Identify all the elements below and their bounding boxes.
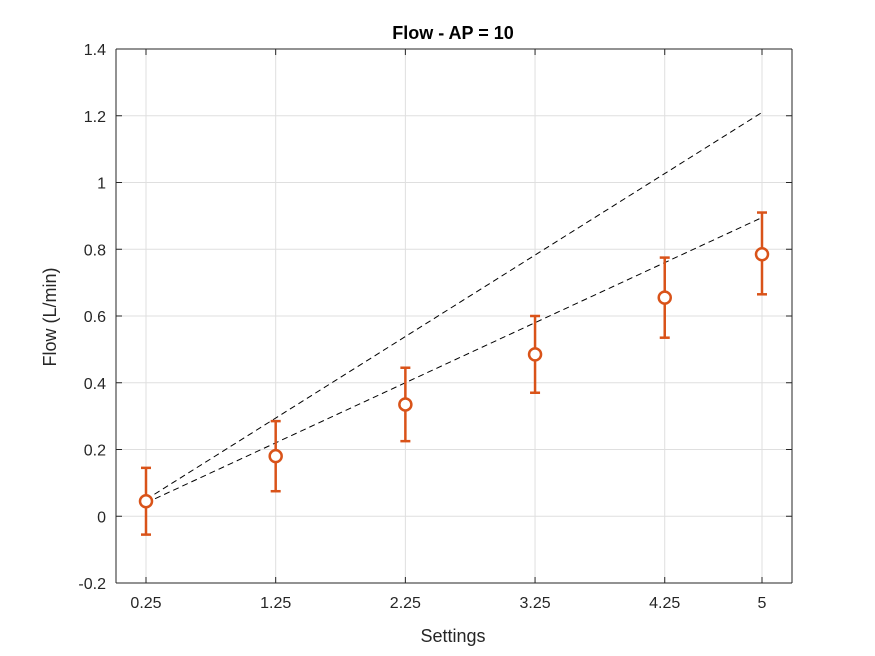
chart-title: Flow - AP = 10: [392, 23, 514, 43]
axes-layer: [115, 48, 793, 584]
y-tick-label: 0.8: [84, 242, 106, 259]
y-tick-label: 1.4: [84, 42, 106, 59]
series-layer: [138, 111, 770, 536]
data-point: [138, 493, 154, 509]
data-point: [398, 397, 413, 412]
x-tick-label: 1.25: [260, 595, 291, 612]
grid-layer: [116, 48, 792, 584]
y-tick-label: 0.6: [84, 309, 106, 326]
y-tick-label: -0.2: [78, 576, 106, 593]
fit-line: [145, 217, 763, 504]
x-tick-label: 2.25: [390, 595, 421, 612]
data-point: [268, 448, 283, 464]
y-tick-label: 0.4: [84, 376, 106, 393]
y-axis-label: Flow (L/min): [40, 267, 60, 366]
fit-line: [145, 111, 763, 500]
y-tick-label: 0: [97, 509, 106, 526]
data-point: [754, 247, 770, 262]
data-point: [657, 290, 672, 305]
x-axis-label: Settings: [420, 626, 485, 646]
x-tick-label: 3.25: [519, 595, 550, 612]
tick-label-layer: 0.25 1.25 2.25 3.25 4.25 5 -0.2 0 0.2 0.4 0.6 0.8 1 1…: [78, 42, 766, 612]
y-tick-label: 1.2: [84, 109, 106, 126]
y-tick-label: 0.2: [84, 443, 106, 460]
data-point: [527, 347, 543, 362]
x-tick-label: 0.25: [130, 595, 161, 612]
y-tick-label: 1: [97, 176, 106, 193]
x-tick-label: 4.25: [649, 595, 680, 612]
x-tick-label: 5: [758, 595, 767, 612]
